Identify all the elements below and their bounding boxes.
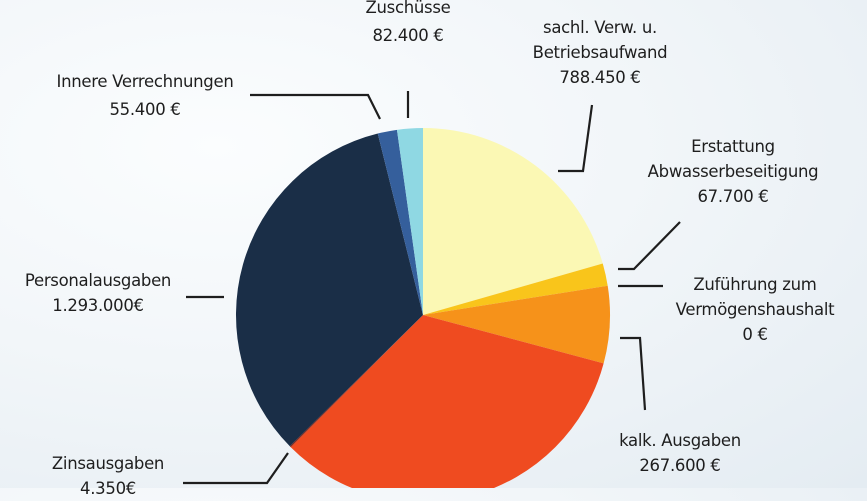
pie-slice-1 (423, 263, 608, 315)
label-zins: Zinsausgaben 4.350€ (52, 451, 164, 501)
pie-slice-4 (290, 315, 604, 488)
label-zufuehrung-name1: Zuführung zum (693, 275, 817, 294)
label-erstattung-name1: Erstattung (691, 137, 775, 156)
label-zufuehrung-value: 0 € (742, 325, 768, 344)
label-zufuehrung: Zuführung zum Vermögenshaushalt 0 € (676, 272, 835, 347)
label-innere-name: Innere Verrechnungen (56, 72, 234, 91)
label-kalk: kalk. Ausgaben 267.600 € (619, 428, 741, 478)
label-zufuehrung-name2: Vermögenshaushalt (675, 300, 835, 319)
pie-slice-5 (289, 315, 423, 448)
label-erstattung-value: 67.700 € (697, 187, 769, 206)
pie-slice-0 (423, 128, 603, 315)
pie-slice-6 (235, 133, 423, 447)
label-zuschuesse-name: Zuschüsse (365, 0, 451, 17)
label-innere-value: 55.400 € (109, 100, 181, 119)
label-zuschuesse: Zuschüsse 82.400 € (366, 0, 451, 48)
pie-slice-7 (377, 129, 423, 315)
leader-sachl (558, 104, 594, 173)
label-zins-name: Zinsausgaben (51, 454, 165, 473)
label-erstattung-name2: Abwasserbeseitigung (647, 162, 819, 181)
label-sachl-name1: sachl. Verw. u. (543, 18, 657, 37)
leader-kalk (620, 336, 647, 411)
pie-chart (183, 91, 681, 488)
label-personal-name: Personalausgaben (24, 271, 172, 290)
label-innere: Innere Verrechnungen 55.400 € (57, 69, 234, 122)
leader-lines (183, 91, 681, 485)
pie-slice-3 (423, 285, 611, 364)
label-sachl-value: 788.450 € (559, 68, 641, 87)
leader-erstattung (618, 221, 681, 271)
label-personal-value: 1.293.000€ (52, 296, 144, 315)
label-personal: Personalausgaben 1.293.000€ (25, 268, 171, 318)
label-zins-value: 4.350€ (80, 479, 136, 498)
label-kalk-name: kalk. Ausgaben (619, 431, 741, 450)
label-sachl-name2: Betriebsaufwand (532, 43, 668, 62)
label-erstattung: Erstattung Abwasserbeseitigung 67.700 € (648, 134, 819, 209)
leader-innere (250, 93, 381, 120)
label-kalk-value: 267.600 € (639, 456, 721, 475)
label-zuschuesse-value: 82.400 € (372, 26, 444, 45)
pie-slice-8 (396, 128, 423, 315)
label-sachl: sachl. Verw. u. Betriebsaufwand 788.450 … (533, 15, 668, 90)
leader-zins (183, 452, 289, 485)
pie-slices (235, 128, 611, 488)
